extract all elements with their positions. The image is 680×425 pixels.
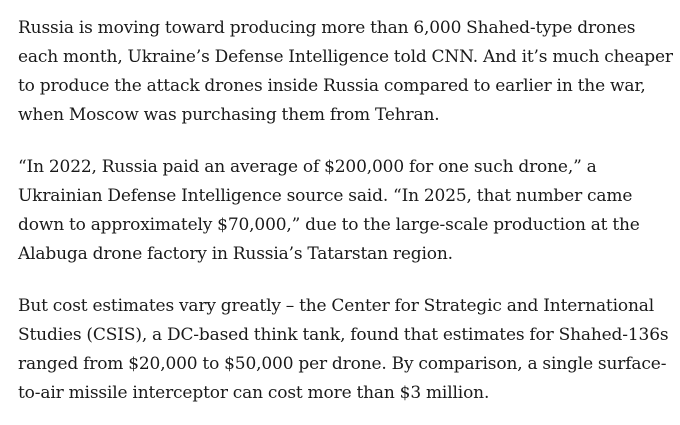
paragraph-cost-estimates: But cost estimates vary greatly – the Ce…: [18, 292, 669, 408]
paragraph-drone-production: Russia is moving toward producing more t…: [18, 14, 673, 130]
text-line: ranged from $20,000 to $50,000 per drone…: [18, 354, 667, 374]
text-line: But cost estimates vary greatly – the Ce…: [18, 296, 655, 316]
text-line: Ukrainian Defense Intelligence source sa…: [18, 186, 633, 206]
text-line: Russia is moving toward producing more t…: [18, 18, 636, 38]
text-line: when Moscow was purchasing them from Teh…: [18, 105, 440, 125]
text-line: Alabuga drone factory in Russia’s Tatars…: [18, 244, 453, 264]
text-line: to-air missile interceptor can cost more…: [18, 383, 490, 403]
text-line: “In 2022, Russia paid an average of $200…: [18, 157, 597, 177]
paragraph-drone-price: “In 2022, Russia paid an average of $200…: [18, 153, 668, 269]
text-line: Studies (CSIS), a DC-based think tank, f…: [18, 325, 669, 345]
text-line: each month, Ukraine’s Defense Intelligen…: [18, 47, 673, 67]
text-line: to produce the attack drones inside Russ…: [18, 76, 646, 96]
text-line: down to approximately $70,000,” due to t…: [18, 215, 640, 235]
article-body: Russia is moving toward producing more t…: [18, 14, 673, 408]
